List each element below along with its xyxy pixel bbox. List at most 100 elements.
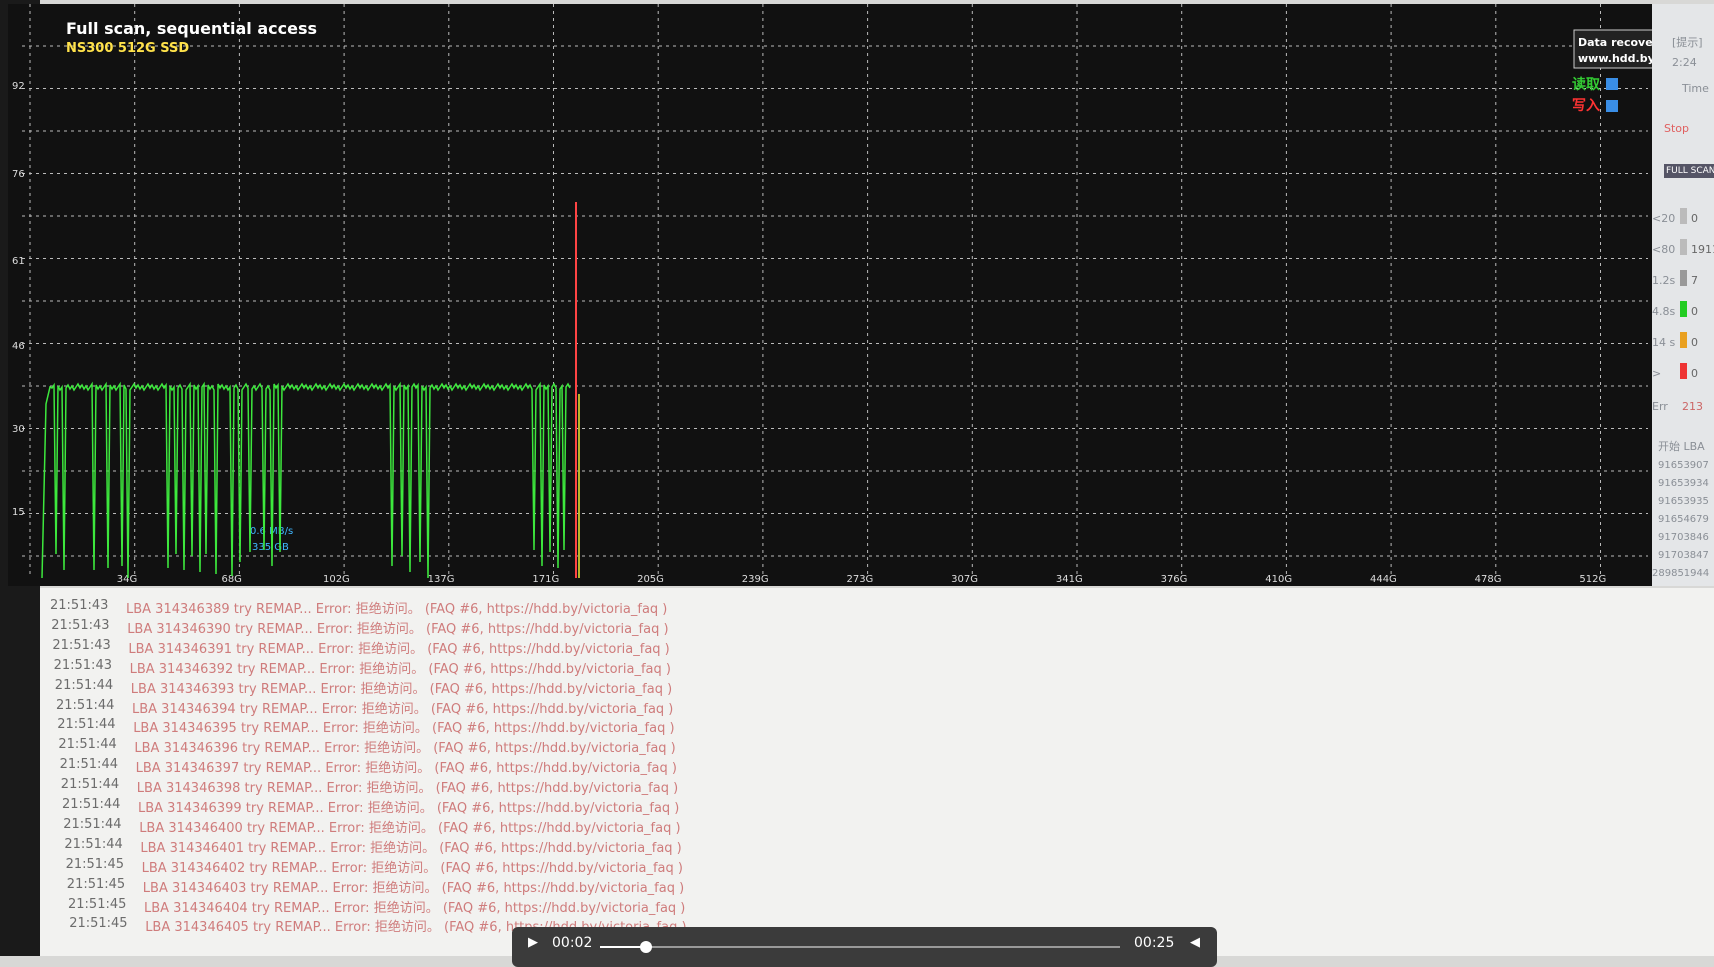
log-time: 21:51:43: [50, 598, 109, 613]
stop-button[interactable]: Stop: [1664, 122, 1690, 135]
counter-bar: [1680, 270, 1687, 286]
log-time: 21:51:43: [53, 657, 112, 673]
log-row: 21:51:45 LBA 314346403 try REMAP... Error…: [66, 876, 684, 896]
log-panel: 21:51:43 LBA 314346389 try REMAP... Error…: [40, 588, 1714, 956]
counter-label: 4.8s: [1652, 305, 1676, 318]
log-message: LBA 314346391 try REMAP... Error: 拒绝访问。 …: [128, 641, 670, 657]
x-label: 68G: [221, 574, 241, 585]
log-message: LBA 314346398 try REMAP... Error: 拒绝访问。 …: [136, 781, 679, 797]
counter-count: 0: [1691, 367, 1698, 380]
log-time: 21:51:43: [52, 637, 111, 653]
x-label: 34G: [117, 574, 137, 585]
x-label: 512G: [1579, 574, 1606, 585]
legend-read: 读取: [1572, 76, 1601, 93]
log-message: LBA 314346392 try REMAP... Error: 拒绝访问。 …: [129, 661, 671, 677]
legend-check: [1606, 78, 1618, 90]
counter-count: 0: [1691, 305, 1698, 318]
log-message: LBA 314346390 try REMAP... Error: 拒绝访问。 …: [127, 621, 669, 637]
counter-bar: [1680, 332, 1687, 348]
mode: FULL SCAN: [1664, 164, 1714, 178]
log-time: 21:51:44: [63, 816, 122, 832]
play-button[interactable]: ▶: [528, 935, 538, 950]
total-time: 00:25: [1134, 935, 1175, 951]
hint: [提示]: [1672, 36, 1703, 49]
x-label: 102G: [323, 574, 350, 585]
lba-item: 91703847: [1658, 550, 1709, 561]
volume-button[interactable]: ◀: [1190, 935, 1200, 950]
counter-label: 14 s: [1652, 336, 1676, 349]
x-label: 478G: [1475, 574, 1502, 585]
video-player[interactable]: ▶ 00:02 00:25 ◀: [512, 927, 1217, 967]
read-trace: [41, 381, 571, 579]
log-row: 21:51:44 LBA 314346400 try REMAP... Error…: [63, 816, 680, 836]
log-row: 21:51:44 LBA 314346398 try REMAP... Error…: [60, 777, 678, 796]
y-label: 15: [12, 507, 25, 518]
graph-panel: Full scan, sequential access NS300 512G S…: [8, 4, 1665, 586]
drive-name: NS300 512G SSD: [66, 41, 189, 56]
seek-fill: [600, 946, 644, 948]
log-row: 21:51:44 LBA 314346401 try REMAP... Error…: [64, 836, 681, 856]
time-label: Time: [1682, 82, 1709, 95]
log-row: 21:51:44 LBA 314346394 try REMAP... Error…: [56, 697, 673, 717]
counter-count: 0: [1691, 336, 1698, 349]
log-message: LBA 314346399 try REMAP... Error: 拒绝访问。 …: [138, 801, 680, 816]
log-time: 21:51:44: [57, 717, 116, 733]
y-label: 46: [12, 341, 25, 352]
graph-title: Full scan, sequential access: [66, 19, 317, 38]
log-time: 21:51:44: [62, 797, 121, 812]
log-time: 21:51:45: [66, 876, 126, 892]
timer: 2:24: [1672, 56, 1697, 69]
err-count: 213: [1682, 400, 1703, 413]
y-label: 76: [12, 169, 25, 180]
log-message: LBA 314346397 try REMAP... Error: 拒绝访问。 …: [135, 761, 677, 777]
log-message: LBA 314346403 try REMAP... Error: 拒绝访问。 …: [142, 880, 685, 896]
seek-track[interactable]: [600, 946, 1120, 948]
lba-item: 289851944: [1652, 568, 1710, 579]
lba-item: 91653907: [1658, 460, 1709, 471]
seek-knob[interactable]: [640, 941, 652, 953]
cursor-pos: 335 GB: [252, 542, 289, 553]
y-label: 92: [12, 81, 25, 92]
log-row: 21:51:44 LBA 314346393 try REMAP... Error…: [54, 677, 672, 697]
x-label: 239G: [742, 574, 769, 585]
log-time: 21:51:44: [64, 836, 123, 852]
log-row: 21:51:44 LBA 314346396 try REMAP... Error…: [58, 737, 675, 756]
log-message: LBA 314346400 try REMAP... Error: 拒绝访问。 …: [139, 820, 681, 836]
log-message: LBA 314346393 try REMAP... Error: 拒绝访问。 …: [130, 681, 673, 697]
x-label: 205G: [637, 574, 664, 585]
err-label: Err: [1652, 400, 1668, 413]
y-label: 61: [12, 256, 25, 267]
x-label: 307G: [951, 574, 978, 585]
log-time: 21:51:44: [54, 677, 114, 693]
x-label: 376G: [1161, 574, 1188, 585]
badge-line: www.hdd.by: [1578, 52, 1652, 65]
lba-item: 91653935: [1658, 496, 1709, 507]
log-message: LBA 314346394 try REMAP... Error: 拒绝访问。 …: [132, 701, 674, 717]
lba-item: 91703846: [1658, 532, 1709, 543]
legend-write: 写入: [1572, 98, 1600, 114]
log-row: 21:51:44 LBA 314346399 try REMAP... Error…: [62, 797, 679, 816]
lba-header: 开始 LBA: [1658, 440, 1705, 453]
log-time: 21:51:44: [59, 757, 118, 773]
log-time: 21:51:44: [60, 777, 120, 793]
counter-count: 0: [1691, 212, 1698, 225]
counter-bar: [1680, 208, 1687, 224]
x-label: 273G: [846, 574, 873, 585]
lba-item: 91654679: [1658, 514, 1709, 525]
y-label: 30: [12, 424, 25, 435]
log-message: LBA 314346395 try REMAP... Error: 拒绝访问。 …: [133, 721, 675, 737]
x-label: 410G: [1265, 574, 1292, 585]
badge-box: [1573, 29, 1661, 69]
log-message: LBA 314346401 try REMAP... Error: 拒绝访问。 …: [140, 840, 682, 856]
log-time: 21:51:44: [56, 697, 115, 713]
log-row: 21:51:45 LBA 314346402 try REMAP... Error…: [66, 857, 683, 876]
current-time: 00:02: [552, 935, 593, 951]
legend-check: [1606, 100, 1618, 112]
x-label: 171G: [532, 574, 559, 585]
x-label: 444G: [1370, 574, 1397, 585]
counter-count: 7: [1691, 274, 1698, 287]
badge-line: Data recovery: [1578, 36, 1652, 49]
log-time: 21:51:45: [68, 896, 127, 912]
